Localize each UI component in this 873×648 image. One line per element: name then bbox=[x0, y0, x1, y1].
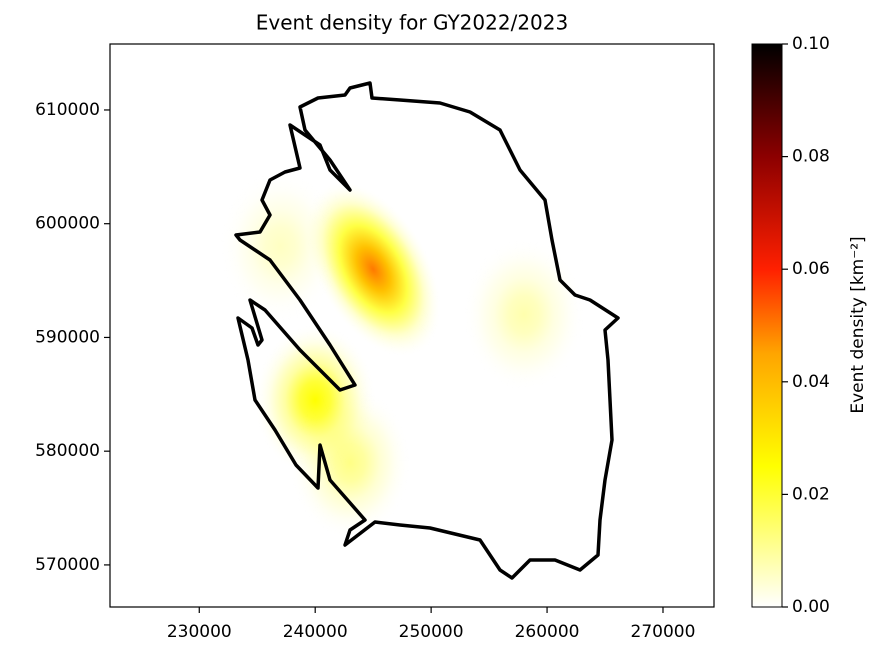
heatmap bbox=[220, 171, 584, 538]
y-tick-label: 610000 bbox=[35, 100, 100, 120]
region-outline bbox=[234, 81, 620, 580]
density-hotspot bbox=[289, 387, 410, 538]
y-tick-label: 600000 bbox=[35, 214, 100, 234]
colorbar-label: Event density [km⁻²] bbox=[848, 236, 868, 413]
colorbar-tick-label: 0.04 bbox=[792, 372, 830, 392]
y-tick-label: 590000 bbox=[35, 327, 100, 347]
x-tick-label: 250000 bbox=[399, 622, 464, 642]
x-tick-label: 270000 bbox=[631, 622, 696, 642]
colorbar-tick-label: 0.02 bbox=[792, 484, 830, 504]
plot-frame bbox=[109, 43, 715, 608]
colorbar-tick-label: 0.06 bbox=[792, 259, 830, 279]
density-hotspot bbox=[463, 239, 584, 390]
x-tick-label: 230000 bbox=[167, 622, 232, 642]
x-tick-label: 240000 bbox=[283, 622, 348, 642]
chart-title: Event density for GY2022/2023 bbox=[256, 11, 568, 35]
colorbar-tick-label: 0.08 bbox=[792, 147, 830, 167]
density-hotspot bbox=[305, 182, 441, 356]
colorbar-tick-label: 0.10 bbox=[792, 34, 830, 54]
y-tick-label: 580000 bbox=[35, 441, 100, 461]
density-hotspot bbox=[220, 171, 341, 322]
colorbar bbox=[751, 43, 783, 608]
y-tick-label: 570000 bbox=[35, 555, 100, 575]
colorbar-tick-label: 0.00 bbox=[792, 597, 830, 617]
x-tick-label: 260000 bbox=[515, 622, 580, 642]
